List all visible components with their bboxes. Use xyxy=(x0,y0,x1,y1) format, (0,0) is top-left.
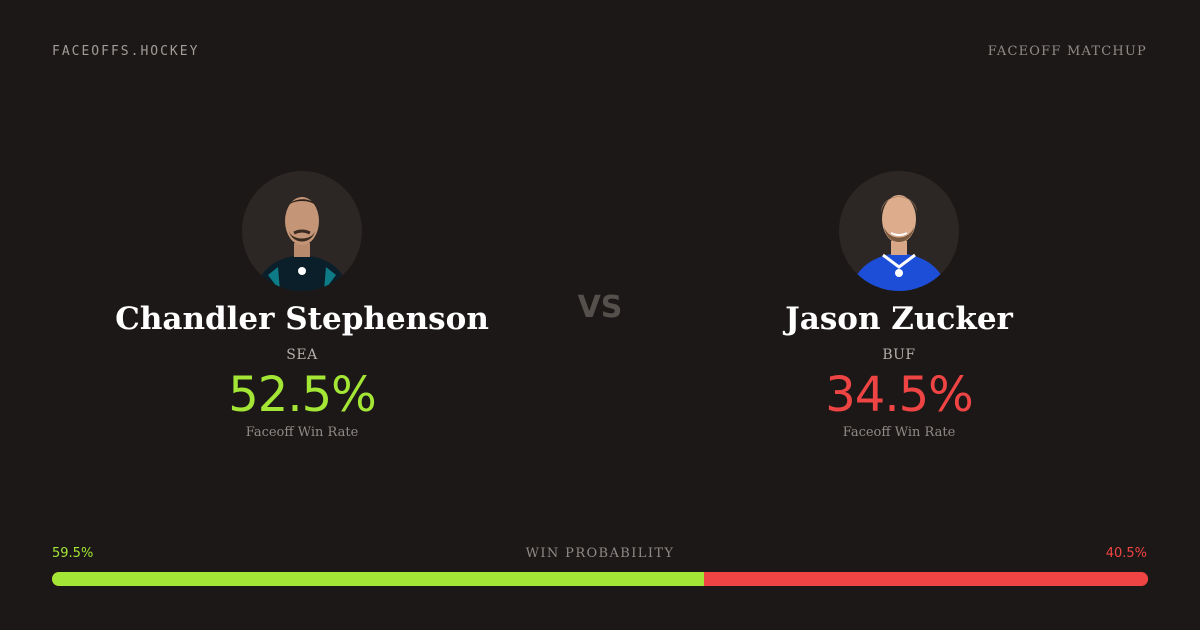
win-probability-bar-left xyxy=(52,572,705,586)
vs-label: VS xyxy=(577,290,623,325)
player-avatar-right xyxy=(839,171,959,291)
player-avatar-left xyxy=(242,171,362,291)
player-team-left: SEA xyxy=(286,347,318,363)
matchup-label: FACEOFF MATCHUP xyxy=(987,44,1147,59)
brand-logo-text: FACEOFFS.HOCKEY xyxy=(52,44,200,59)
win-probability-bar xyxy=(52,572,1148,586)
win-probability-bar-right xyxy=(704,572,1148,586)
faceoff-rate-right: 34.5% xyxy=(825,367,973,423)
player-team-right: BUF xyxy=(882,347,916,363)
faceoff-rate-label-right: Faceoff Win Rate xyxy=(842,425,956,440)
player-card-left: Chandler Stephenson SEA 52.5% Faceoff Wi… xyxy=(92,171,512,440)
faceoff-rate-label-left: Faceoff Win Rate xyxy=(245,425,359,440)
player-name-right: Jason Zucker xyxy=(785,301,1013,337)
player-name-left: Chandler Stephenson xyxy=(115,301,489,337)
win-probability-left: 59.5% xyxy=(52,546,94,561)
player-card-right: Jason Zucker BUF 34.5% Faceoff Win Rate xyxy=(689,171,1109,440)
faceoff-rate-left: 52.5% xyxy=(228,367,376,423)
player-photo-icon xyxy=(851,195,947,291)
win-probability-right: 40.5% xyxy=(1105,546,1147,561)
win-probability-title: WIN PROBABILITY xyxy=(525,546,675,561)
player-photo-icon xyxy=(256,197,348,291)
